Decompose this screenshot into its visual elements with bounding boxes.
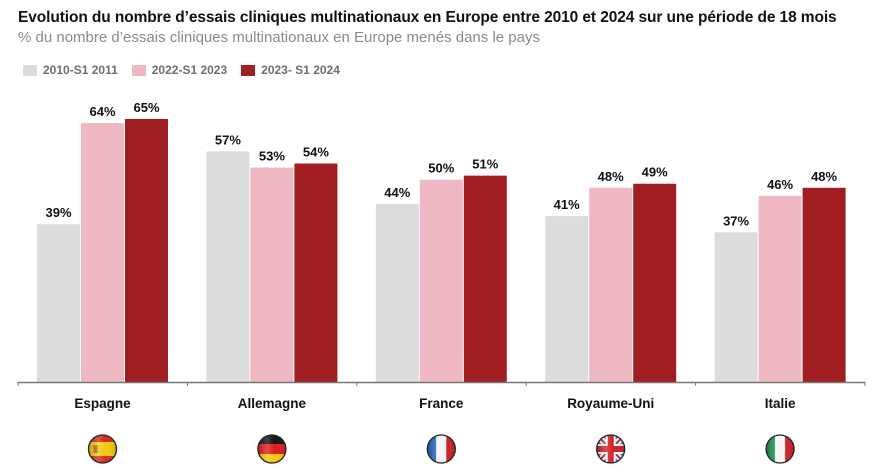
legend-swatch-2022 bbox=[131, 64, 146, 76]
bar-france-series-1 bbox=[419, 179, 463, 382]
legend: 2010-S1 2011 2022-S1 2023 2023- S1 2024 bbox=[23, 63, 354, 77]
flag-uk-icon bbox=[596, 434, 626, 464]
flag-italy-icon bbox=[765, 434, 795, 464]
flag-germany-icon bbox=[257, 434, 287, 464]
bar-france-series-2 bbox=[463, 175, 507, 382]
bar-italie-series-1 bbox=[758, 195, 802, 382]
x-tick-label: Espagne bbox=[74, 396, 131, 411]
data-label: 41% bbox=[554, 197, 580, 212]
bar-allemagne-series-2 bbox=[294, 163, 338, 382]
x-tick-label: Royaume-Uni bbox=[567, 396, 654, 411]
data-label: 48% bbox=[598, 169, 624, 184]
legend-swatch-2023 bbox=[241, 64, 256, 76]
data-label: 37% bbox=[723, 213, 749, 228]
data-label: 65% bbox=[133, 100, 159, 115]
bar-allemagne-series-1 bbox=[250, 167, 294, 382]
x-axis: Espagne Allemagne France Royaume-Uni Italie bbox=[17, 381, 866, 411]
legend-label-2022: 2022-S1 2023 bbox=[151, 63, 228, 77]
flags-layer bbox=[87, 434, 795, 464]
bar-france-series-0 bbox=[375, 203, 419, 382]
bar-italie-series-2 bbox=[802, 187, 846, 382]
flag-france-icon bbox=[426, 434, 456, 464]
bar-espagne-series-2 bbox=[125, 119, 168, 382]
legend-swatch-2010 bbox=[23, 64, 37, 76]
data-label: 49% bbox=[642, 165, 668, 180]
bar-allemagne-series-0 bbox=[206, 151, 250, 382]
data-label: 44% bbox=[384, 185, 410, 200]
x-tick-label: Allemagne bbox=[238, 396, 307, 411]
x-tick-label: Italie bbox=[765, 396, 796, 411]
data-label: 39% bbox=[45, 205, 71, 220]
bar-royaume-uni-series-0 bbox=[545, 216, 589, 382]
data-label: 53% bbox=[259, 149, 285, 164]
data-label: 54% bbox=[303, 145, 329, 160]
data-label: 51% bbox=[472, 157, 498, 172]
data-label: 48% bbox=[811, 169, 837, 184]
bars-layer: 39% 64% 65% 57% 53% 54% 44% 50% 51% 41% 48% 49% 37% 4… bbox=[37, 100, 846, 383]
legend-item-2022: 2022-S1 2023 bbox=[131, 63, 228, 77]
bar-royaume-uni-series-2 bbox=[633, 183, 677, 382]
legend-item-2010: 2010-S1 2011 bbox=[23, 63, 118, 77]
data-label: 57% bbox=[215, 132, 241, 147]
chart-title: Evolution du nombre d’essais cliniques m… bbox=[18, 9, 837, 26]
legend-item-2023: 2023- S1 2024 bbox=[241, 63, 340, 77]
legend-label-2023: 2023- S1 2024 bbox=[261, 63, 340, 77]
legend-label-2010: 2010-S1 2011 bbox=[43, 63, 118, 77]
flag-spain-icon bbox=[87, 434, 118, 464]
data-label: 46% bbox=[767, 177, 793, 192]
data-label: 50% bbox=[428, 161, 454, 176]
bar-espagne-series-0 bbox=[37, 224, 80, 382]
chart-subtitle: % du nombre d’essais cliniques multinati… bbox=[18, 29, 540, 46]
bar-royaume-uni-series-1 bbox=[589, 187, 633, 382]
x-tick-label: France bbox=[419, 396, 464, 411]
bar-italie-series-0 bbox=[714, 232, 758, 382]
data-label: 64% bbox=[89, 104, 115, 119]
bar-espagne-series-1 bbox=[81, 123, 124, 383]
